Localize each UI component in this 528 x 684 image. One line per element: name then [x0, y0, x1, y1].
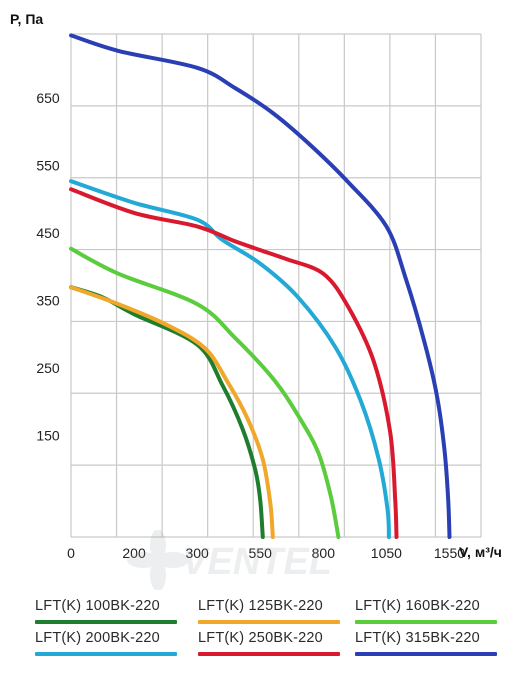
y-tick-label: 250: [36, 360, 60, 376]
legend-label: LFT(K) 315BK-220: [355, 630, 480, 646]
x-tick-label: 300: [185, 545, 209, 561]
legend-swatch: [35, 652, 177, 656]
watermark-text: VENTEL: [182, 541, 332, 583]
legend-label: LFT(K) 125BK-220: [198, 598, 323, 614]
y-tick-label: 650: [36, 90, 60, 106]
chart-legend: LFT(K) 100BK-220 LFT(K) 125BK-220 LFT(K) 1…: [0, 590, 528, 680]
series-line-lft-k-125bk-220: [69, 285, 275, 539]
legend-label: LFT(K) 200BK-220: [35, 630, 160, 646]
legend-label: LFT(K) 100BK-220: [35, 598, 160, 614]
series-line-lft-k-250bk-220: [69, 187, 399, 539]
x-tick-label: 550: [249, 545, 273, 561]
series-line-lft-k-160bk-220: [69, 246, 341, 539]
y-tick-label: 550: [36, 158, 60, 174]
legend-item: LFT(K) 250BK-220: [198, 630, 348, 660]
y-tick-label: 350: [36, 293, 60, 309]
chart-grid: [70, 33, 482, 538]
legend-label: LFT(K) 250BK-220: [198, 630, 323, 646]
x-tick-label: 0: [67, 545, 75, 561]
legend-swatch: [198, 620, 340, 624]
chart-series-group: [69, 33, 452, 539]
legend-swatch: [355, 620, 497, 624]
series-line-lft-k-315bk-220: [69, 33, 452, 539]
y-axis-title: P, Па: [10, 11, 43, 27]
chart-canvas: 0 200 300 550 800 1050 1550150250350450550650 …: [10, 11, 502, 561]
y-tick-label: 150: [36, 428, 60, 444]
y-tick-label: 450: [36, 225, 60, 241]
x-tick-label: 800: [312, 545, 336, 561]
legend-swatch: [198, 652, 340, 656]
chart-tick-labels: 0 200 300 550 800 1050 1550 150 250 350 450 550 650: [36, 90, 465, 561]
legend-swatch: [355, 652, 497, 656]
x-tick-label: 1050: [371, 545, 402, 561]
x-axis-title: V, м³/ч: [459, 544, 502, 560]
legend-item: LFT(K) 200BK-220: [35, 630, 185, 660]
legend-item: LFT(K) 125BK-220: [198, 598, 348, 628]
legend-item: LFT(K) 100BK-220: [35, 598, 185, 628]
legend-item: LFT(K) 160BK-220: [355, 598, 505, 628]
legend-item: LFT(K) 315BK-220: [355, 630, 505, 660]
legend-swatch: [35, 620, 177, 624]
x-tick-label: 1550: [434, 545, 465, 561]
x-tick-label: 200: [122, 545, 146, 561]
legend-label: LFT(K) 160BK-220: [355, 598, 480, 614]
series-line-lft-k-200bk-220: [69, 179, 391, 539]
ventel-watermark-logo: VENTEL: [127, 530, 332, 590]
